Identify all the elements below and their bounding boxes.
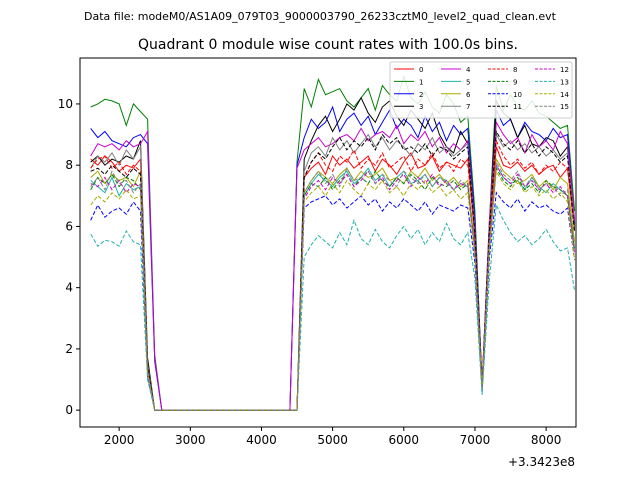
legend-label-2: 2 xyxy=(419,91,423,99)
series-line-6 xyxy=(90,157,576,411)
series-line-1 xyxy=(90,74,576,411)
legend-label-9: 9 xyxy=(513,78,517,86)
legend-label-0: 0 xyxy=(419,66,423,74)
series-line-11 xyxy=(90,129,576,411)
x-axis: 2000 3000 4000 5000 6000 7000 8000 xyxy=(104,427,562,447)
legend-label-1: 1 xyxy=(419,78,423,86)
series-line-12 xyxy=(90,163,576,411)
legend-label-7: 7 xyxy=(466,103,470,111)
y-tick-label: 10 xyxy=(58,97,73,111)
y-tick-label: 6 xyxy=(65,219,73,233)
x-tick-label: 7000 xyxy=(460,433,491,447)
plot-lines xyxy=(90,74,576,411)
legend-label-12: 12 xyxy=(560,66,569,74)
series-line-15 xyxy=(90,160,576,411)
legend-label-13: 13 xyxy=(560,78,569,86)
y-tick-label: 0 xyxy=(65,403,73,417)
legend-label-10: 10 xyxy=(513,91,522,99)
plot-frame xyxy=(79,57,577,428)
legend-label-8: 8 xyxy=(513,66,517,74)
legend-label-15: 15 xyxy=(560,103,569,111)
x-tick-label: 5000 xyxy=(317,433,348,447)
legend-label-4: 4 xyxy=(466,66,471,74)
series-line-14 xyxy=(90,169,576,411)
data-file-label: Data file: modeM0/AS1A09_079T03_90000037… xyxy=(84,10,557,23)
chart-title: Quadrant 0 module wise count rates with … xyxy=(138,37,518,53)
x-tick-label: 6000 xyxy=(389,433,420,447)
series-line-13 xyxy=(90,203,576,411)
x-axis-offset-label: +3.3423e8 xyxy=(508,455,575,469)
x-tick-label: 3000 xyxy=(175,433,206,447)
x-tick-label: 4000 xyxy=(246,433,277,447)
series-line-8 xyxy=(90,138,576,411)
x-tick-label: 2000 xyxy=(104,433,135,447)
y-tick-label: 4 xyxy=(65,281,73,295)
y-tick-label: 8 xyxy=(65,158,73,172)
legend-label-11: 11 xyxy=(513,103,522,111)
legend-label-14: 14 xyxy=(560,91,569,99)
series-line-4 xyxy=(90,120,576,411)
series-line-5 xyxy=(90,163,576,411)
legend-label-3: 3 xyxy=(419,103,423,111)
legend-label-6: 6 xyxy=(466,91,471,99)
y-tick-label: 2 xyxy=(65,342,73,356)
series-line-9 xyxy=(90,166,576,411)
series-line-10 xyxy=(90,191,576,411)
y-axis: 0 2 4 6 8 10 xyxy=(58,97,80,417)
legend-box xyxy=(389,61,573,119)
legend-label-5: 5 xyxy=(466,78,470,86)
x-tick-label: 8000 xyxy=(531,433,562,447)
